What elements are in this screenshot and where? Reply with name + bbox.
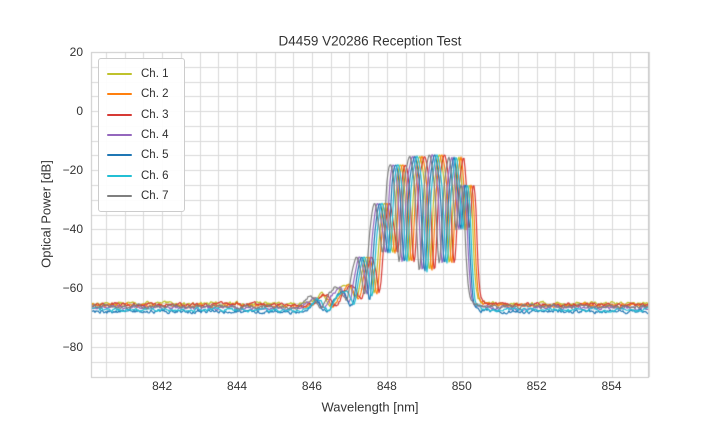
legend-line-swatch <box>107 174 132 177</box>
x-tick-label: 842 <box>152 379 173 393</box>
legend-line-swatch <box>107 93 132 96</box>
x-tick-label: 852 <box>526 379 547 393</box>
legend-item: Ch. 6 <box>99 165 184 185</box>
legend-label: Ch. 6 <box>141 169 169 182</box>
y-axis-label: Optical Power [dB] <box>38 160 54 268</box>
y-tick-label: 20 <box>69 45 83 59</box>
x-tick-label: 844 <box>227 379 248 393</box>
y-tick-label: −60 <box>62 281 83 296</box>
legend-line-swatch <box>107 134 132 137</box>
x-tick-label: 846 <box>301 379 322 393</box>
legend-item: Ch. 3 <box>99 105 184 125</box>
x-tick-label: 854 <box>601 379 622 393</box>
legend-line-swatch <box>107 154 132 157</box>
y-tick-label: 0 <box>76 104 83 119</box>
y-tick-label: −20 <box>62 163 83 178</box>
legend-line-swatch <box>107 113 132 116</box>
legend-label: Ch. 7 <box>141 189 169 202</box>
legend-line-swatch <box>107 73 132 76</box>
chart-title: D4459 V20286 Reception Test <box>278 33 462 49</box>
legend-item: Ch. 7 <box>99 186 184 206</box>
x-tick-label: 848 <box>376 379 397 393</box>
legend-item: Ch. 5 <box>99 145 184 165</box>
legend: Ch. 1 Ch. 2 Ch. 3 Ch. 4 Ch. 5 Ch. 6 Ch. 7 <box>98 58 185 213</box>
legend-item: Ch. 4 <box>99 125 184 145</box>
legend-line-swatch <box>107 194 132 197</box>
legend-label: Ch. 5 <box>141 149 169 162</box>
legend-label: Ch. 4 <box>141 129 169 142</box>
y-tick-label: −40 <box>62 222 83 237</box>
x-tick-label: 850 <box>451 379 472 393</box>
legend-label: Ch. 3 <box>141 108 169 121</box>
legend-item: Ch. 1 <box>99 64 184 84</box>
y-tick-label: −80 <box>62 340 83 355</box>
legend-label: Ch. 2 <box>141 88 169 101</box>
legend-label: Ch. 1 <box>141 68 169 81</box>
legend-item: Ch. 2 <box>99 84 184 104</box>
x-axis-label: Wavelength [nm] <box>321 399 419 415</box>
